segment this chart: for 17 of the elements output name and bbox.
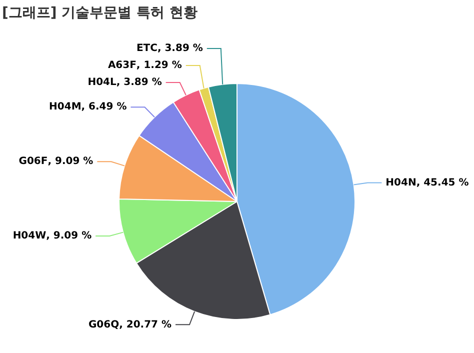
slice-label: H04L (88, 77, 118, 88)
data-label: , 45.45 % (416, 177, 469, 188)
data-label: , 3.89 % (116, 77, 162, 88)
slice-label: G06Q (88, 319, 120, 330)
data-label: , 6.49 % (81, 102, 127, 113)
data-label: , 3.89 % (157, 43, 203, 54)
data-label: , 1.29 % (136, 60, 182, 72)
data-label: , 20.77 % (119, 319, 172, 330)
data-label: , 9.09 % (48, 156, 94, 168)
slice-label: ETC (136, 43, 158, 54)
slice-label: H04M (49, 102, 82, 113)
chart-title: [그래프] 기술부문별 특허 현황 (1, 4, 198, 23)
data-label: , 9.09 % (46, 230, 92, 242)
slice-label: H04W (12, 230, 46, 242)
slice-label: H04N (386, 177, 416, 188)
slice-label: G06F (18, 156, 48, 168)
slice-label: A63F (108, 60, 136, 72)
